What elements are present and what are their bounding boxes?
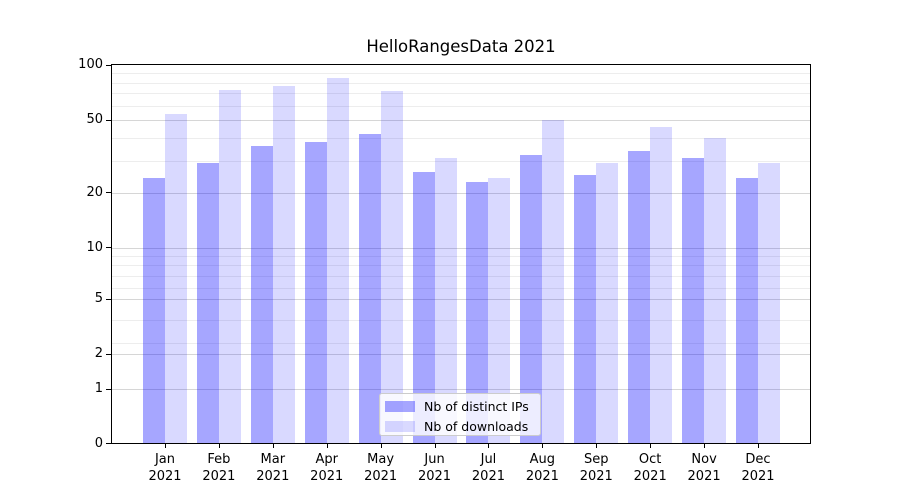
bar-downloads <box>272 85 295 443</box>
legend-row-distinct-ips: Nb of distinct IPs <box>385 398 534 415</box>
bar-downloads <box>704 137 727 443</box>
legend-swatch-distinct-ips <box>385 401 415 412</box>
major-gridline <box>112 354 810 355</box>
x-tick-label: Feb 2021 <box>202 452 236 484</box>
x-tick-mark <box>272 444 274 448</box>
bar-distinct-ips <box>574 174 597 443</box>
x-tick-label: Mar 2021 <box>256 452 290 484</box>
y-tick-mark <box>106 388 111 390</box>
x-tick-label: Apr 2021 <box>310 452 344 484</box>
major-gridline <box>112 299 810 300</box>
y-tick-label: 20 <box>86 184 103 200</box>
bar-distinct-ips <box>196 163 219 443</box>
minor-gridline <box>112 256 810 258</box>
bar-distinct-ips <box>520 155 543 443</box>
legend: Nb of distinct IPs Nb of downloads <box>379 393 541 436</box>
minor-gridline <box>112 93 810 95</box>
minor-gridline <box>112 343 810 345</box>
bar-distinct-ips <box>304 141 327 443</box>
bar-distinct-ips <box>358 133 381 443</box>
legend-label-downloads: Nb of downloads <box>424 419 529 434</box>
x-tick-mark <box>650 444 652 448</box>
legend-row-downloads: Nb of downloads <box>385 418 534 435</box>
legend-swatch-downloads <box>385 421 415 432</box>
minor-gridline <box>112 288 810 290</box>
minor-gridline <box>112 105 810 107</box>
y-tick-mark <box>106 192 111 194</box>
y-tick-mark <box>106 247 111 249</box>
y-tick-label: 2 <box>94 346 103 361</box>
chart-title: HelloRangesData 2021 <box>366 37 556 56</box>
major-gridline <box>112 389 810 390</box>
plot-area <box>111 64 811 444</box>
x-tick-mark <box>757 444 759 448</box>
bar-downloads <box>218 89 241 443</box>
y-tick-label: 10 <box>86 239 103 255</box>
bar-downloads <box>165 113 187 443</box>
x-tick-mark <box>542 444 544 448</box>
major-gridline <box>112 247 810 249</box>
y-tick-mark <box>106 119 111 121</box>
minor-gridline <box>112 160 810 162</box>
y-tick-mark <box>106 64 111 66</box>
x-tick-label: Dec 2021 <box>741 452 775 484</box>
major-gridline <box>112 192 810 194</box>
x-tick-label: Jan 2021 <box>148 452 182 484</box>
y-tick-label: 50 <box>86 112 103 127</box>
bar-distinct-ips <box>682 157 705 443</box>
bar-distinct-ips <box>466 181 489 443</box>
y-tick-mark <box>106 298 111 300</box>
x-tick-mark <box>326 444 328 448</box>
y-tick-label: 100 <box>78 57 103 72</box>
bar-downloads <box>650 126 673 443</box>
bar-downloads <box>596 163 619 443</box>
x-tick-mark <box>380 444 382 448</box>
minor-gridline <box>112 265 810 267</box>
bar-distinct-ips <box>412 171 435 443</box>
x-tick-mark <box>704 444 706 448</box>
bar-distinct-ips <box>628 150 651 443</box>
x-tick-label: Jun 2021 <box>417 452 452 484</box>
bar-downloads <box>542 119 565 443</box>
bar-distinct-ips <box>143 178 165 443</box>
minor-gridline <box>112 82 810 84</box>
minor-gridline <box>112 73 810 75</box>
bar-distinct-ips <box>250 146 273 443</box>
x-tick-mark <box>165 444 166 448</box>
y-tick-label: 0 <box>94 435 103 451</box>
x-tick-mark <box>434 444 436 448</box>
legend-label-distinct-ips: Nb of distinct IPs <box>424 399 529 414</box>
y-tick-label: 5 <box>94 291 103 306</box>
y-tick-mark <box>106 353 111 355</box>
y-tick-label: 1 <box>94 381 103 396</box>
x-tick-label: Aug 2021 <box>525 452 559 484</box>
minor-gridline <box>112 137 810 139</box>
bar-distinct-ips <box>735 178 758 443</box>
x-tick-label: May 2021 <box>364 452 398 484</box>
bar-downloads <box>488 178 511 443</box>
bar-downloads <box>434 157 457 443</box>
major-gridline <box>112 120 810 121</box>
bar-downloads <box>380 91 403 443</box>
bar-downloads <box>757 163 780 443</box>
x-tick-label: Jul 2021 <box>471 452 505 484</box>
y-tick-mark <box>106 443 111 444</box>
bar-downloads <box>326 77 349 443</box>
minor-gridline <box>112 320 810 322</box>
x-tick-mark <box>218 444 220 448</box>
x-tick-label: Sep 2021 <box>579 452 613 484</box>
x-tick-label: Oct 2021 <box>633 452 667 484</box>
minor-gridline <box>112 276 810 277</box>
x-tick-label: Nov 2021 <box>687 452 721 484</box>
x-tick-mark <box>596 444 598 448</box>
x-tick-mark <box>488 444 490 448</box>
